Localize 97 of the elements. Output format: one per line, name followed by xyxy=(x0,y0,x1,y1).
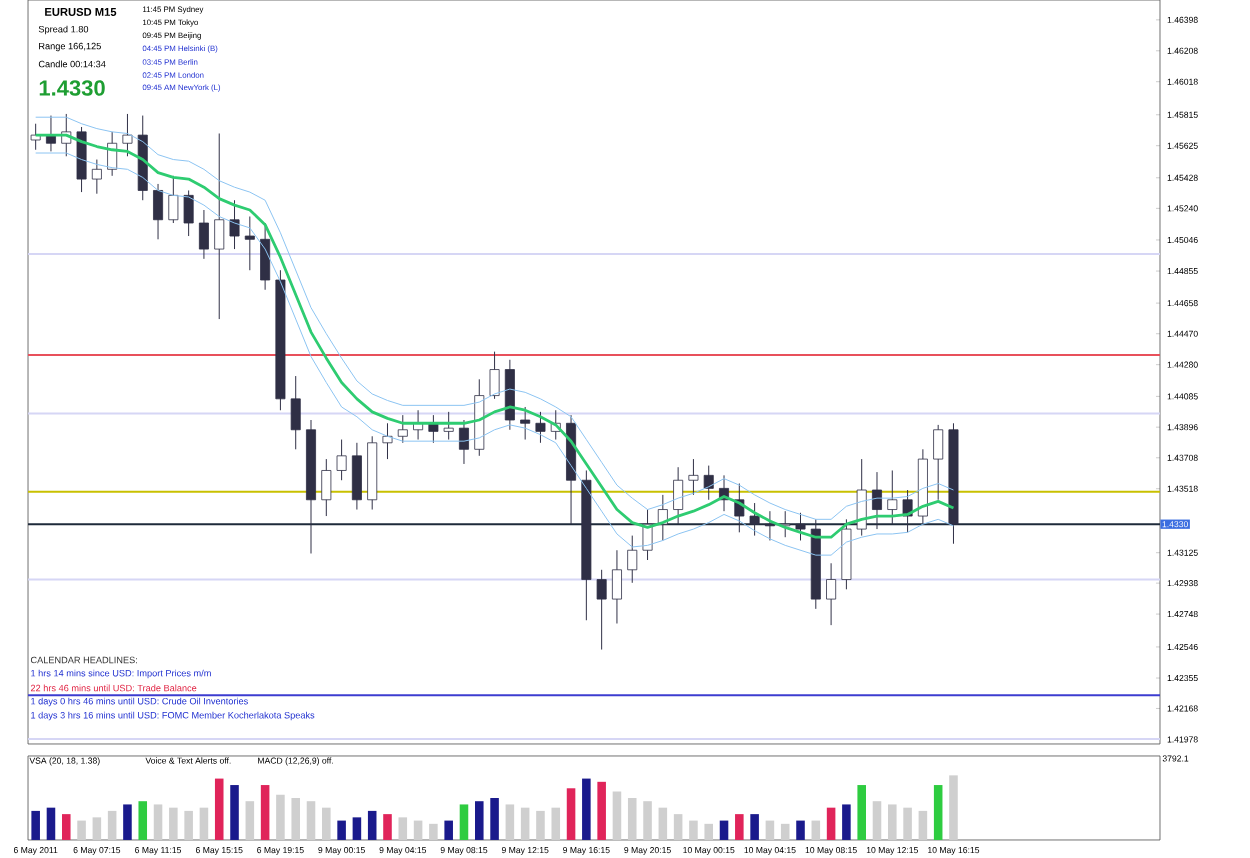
bar xyxy=(199,807,209,840)
candlestick xyxy=(489,351,500,400)
bar xyxy=(673,814,683,840)
bar xyxy=(214,778,224,840)
bar xyxy=(842,804,851,840)
bar xyxy=(245,801,255,840)
candlestick xyxy=(596,569,607,651)
bar xyxy=(658,807,668,840)
bar xyxy=(536,810,545,840)
candlestick xyxy=(673,466,684,525)
bar xyxy=(612,791,622,840)
bar xyxy=(520,807,530,840)
bar xyxy=(352,817,362,840)
bar xyxy=(459,804,469,840)
bar xyxy=(505,804,515,840)
bar xyxy=(398,817,408,840)
candlestick xyxy=(153,183,164,240)
candlestick xyxy=(535,411,546,444)
candlestick xyxy=(856,458,867,537)
bar xyxy=(31,810,40,840)
candlestick xyxy=(229,199,240,250)
candlestick xyxy=(382,422,393,460)
bar xyxy=(750,814,759,840)
bar xyxy=(719,820,729,840)
bar xyxy=(566,788,576,840)
bar xyxy=(474,801,484,840)
bar xyxy=(551,807,561,840)
bar xyxy=(260,785,270,840)
bar xyxy=(765,820,775,840)
candlestick xyxy=(627,535,638,584)
candlestick xyxy=(76,126,87,193)
candlestick xyxy=(826,562,837,626)
bar xyxy=(413,820,423,840)
bar xyxy=(138,801,148,840)
bar xyxy=(780,823,790,840)
candlestick xyxy=(214,132,225,320)
candlestick xyxy=(198,209,209,260)
candlestick xyxy=(336,439,347,481)
bar xyxy=(582,778,591,840)
candlestick xyxy=(933,424,944,501)
bar xyxy=(291,797,300,840)
candlestick xyxy=(887,469,898,525)
bar xyxy=(367,810,377,840)
bar xyxy=(872,801,882,840)
bar xyxy=(689,820,698,840)
bar xyxy=(184,810,193,840)
bar xyxy=(230,785,239,840)
bar xyxy=(383,814,392,840)
candlestick xyxy=(611,549,622,625)
candlestick xyxy=(321,458,332,517)
bar xyxy=(627,797,637,840)
bar xyxy=(903,807,912,840)
bar xyxy=(643,801,652,840)
candlestick xyxy=(168,175,179,224)
candlestick xyxy=(688,458,699,496)
candlestick xyxy=(91,159,102,195)
candlestick xyxy=(443,411,454,441)
bar xyxy=(337,820,346,840)
annotation: 1.4330 xyxy=(39,80,105,96)
bar xyxy=(46,807,56,840)
candlestick xyxy=(260,222,271,291)
bar xyxy=(857,785,866,840)
bar xyxy=(444,820,453,840)
bar xyxy=(123,804,132,840)
bar xyxy=(735,814,744,840)
bar xyxy=(169,807,178,840)
candlestick xyxy=(397,414,408,444)
candlestick xyxy=(520,406,531,441)
bar xyxy=(77,820,86,840)
bar xyxy=(61,814,71,840)
bar xyxy=(306,801,316,840)
candlestick xyxy=(872,471,882,530)
candlestick xyxy=(351,442,362,511)
candlestick xyxy=(290,375,301,450)
bar xyxy=(153,804,163,840)
candlestick xyxy=(749,502,760,537)
bar xyxy=(490,797,499,840)
candlestick xyxy=(244,216,255,271)
bar xyxy=(92,817,102,840)
bar xyxy=(107,810,117,840)
candlestick xyxy=(795,512,806,541)
candlestick xyxy=(458,419,469,465)
bar xyxy=(933,785,943,840)
candlestick xyxy=(703,465,714,501)
bar xyxy=(811,820,821,840)
bar xyxy=(322,807,331,840)
bar xyxy=(597,781,606,840)
bar xyxy=(796,820,805,840)
bar xyxy=(826,807,836,840)
bar xyxy=(888,804,897,840)
bar xyxy=(429,823,438,840)
candlestick xyxy=(183,189,194,237)
bar xyxy=(949,775,958,840)
bar xyxy=(918,810,928,840)
bar xyxy=(704,823,714,840)
bar xyxy=(276,794,285,840)
candlestick xyxy=(122,113,133,157)
